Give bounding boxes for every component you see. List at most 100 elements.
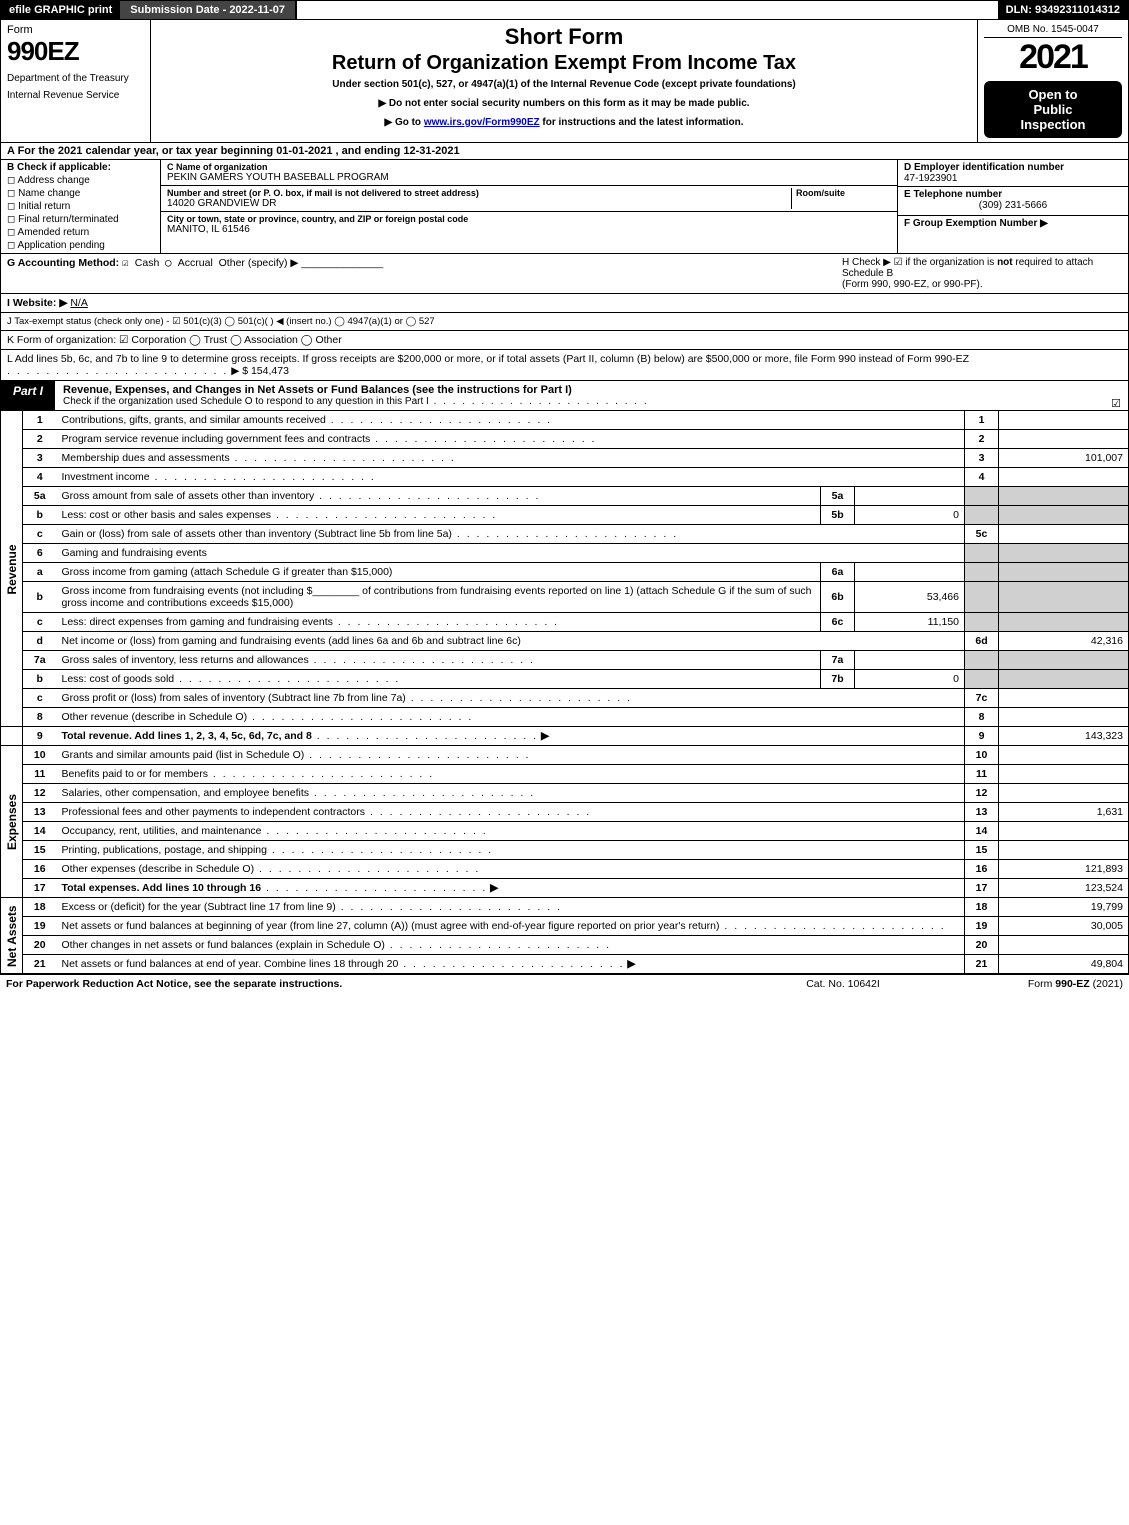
grey-cell [965, 613, 999, 632]
dots [370, 433, 596, 445]
l-value: ▶ $ 154,473 [231, 365, 289, 377]
ln-1-num: 1 [23, 411, 57, 430]
line-12: 12 Salaries, other compensation, and emp… [1, 784, 1129, 803]
ln-6b-sn: 6b [821, 582, 855, 613]
cb-initial-return[interactable]: ◻ Initial return [7, 201, 154, 212]
ln-13-num: 13 [23, 803, 57, 822]
telephone-label: E Telephone number [904, 189, 1122, 200]
dots [719, 920, 945, 932]
grey-cell [999, 613, 1129, 632]
grey-cell [999, 563, 1129, 582]
dots [304, 749, 530, 761]
ln-11-desc: Benefits paid to or for members [62, 768, 208, 780]
cb-cash[interactable]: ☑ [122, 257, 135, 269]
cb-application-pending[interactable]: ◻ Application pending [7, 240, 154, 251]
line-21: 21 Net assets or fund balances at end of… [1, 955, 1129, 974]
j-text: J Tax-exempt status (check only one) - ☑… [7, 316, 1122, 327]
ln-8-val [999, 708, 1129, 727]
cb-amended-return[interactable]: ◻ Amended return [7, 227, 154, 238]
ln-1-val [999, 411, 1129, 430]
ln-14-nn: 14 [965, 822, 999, 841]
ln-12-val [999, 784, 1129, 803]
line-6a: a Gross income from gaming (attach Sched… [1, 563, 1129, 582]
note-goto-pre: ▶ Go to [384, 117, 423, 128]
street-row: Number and street (or P. O. box, if mail… [161, 186, 897, 212]
org-name-row: C Name of organization PEKIN GAMERS YOUT… [161, 160, 897, 186]
ln-9-val: 143,323 [999, 727, 1129, 746]
ln-20-nn: 20 [965, 936, 999, 955]
ln-15-num: 15 [23, 841, 57, 860]
section-b-header: B Check if applicable: [7, 162, 154, 173]
dots [309, 654, 535, 666]
ln-11-val [999, 765, 1129, 784]
ln-2-desc: Program service revenue including govern… [62, 433, 371, 445]
part1-title: Revenue, Expenses, and Changes in Net As… [55, 381, 1104, 410]
dln-label: DLN: 93492311014312 [998, 1, 1128, 19]
ln-18-nn: 18 [965, 898, 999, 917]
ln-5c-desc: Gain or (loss) from sale of assets other… [62, 528, 452, 540]
dots [326, 414, 552, 426]
arrow-icon: ▶ [627, 958, 635, 970]
cb-address-change[interactable]: ◻ Address change [7, 175, 154, 186]
g-label: G Accounting Method: [7, 257, 119, 269]
section-a-calendar-year: A For the 2021 calendar year, or tax yea… [0, 143, 1129, 160]
return-title: Return of Organization Exempt From Incom… [157, 52, 971, 75]
line-8: 8 Other revenue (describe in Schedule O)… [1, 708, 1129, 727]
dots [385, 939, 611, 951]
row-l-gross-receipts: L Add lines 5b, 6c, and 7b to line 9 to … [0, 350, 1129, 381]
dots [247, 711, 473, 723]
ln-5c-num: c [23, 525, 57, 544]
info-grid: B Check if applicable: ◻ Address change … [0, 160, 1129, 254]
tax-year: 2021 [984, 38, 1122, 77]
grey-cell [999, 544, 1129, 563]
part1-tag: Part I [1, 381, 55, 410]
ln-10-desc: Grants and similar amounts paid (list in… [62, 749, 305, 761]
ln-19-nn: 19 [965, 917, 999, 936]
ln-6b-desc1: Gross income from fundraising events (no… [62, 585, 313, 597]
line-17: 17 Total expenses. Add lines 10 through … [1, 879, 1129, 898]
line-5b: b Less: cost or other basis and sales ex… [1, 506, 1129, 525]
ln-7c-val [999, 689, 1129, 708]
ln-2-nn: 2 [965, 430, 999, 449]
part1-table: Revenue 1 Contributions, gifts, grants, … [0, 411, 1129, 974]
ln-13-desc: Professional fees and other payments to … [62, 806, 366, 818]
ln-4-num: 4 [23, 468, 57, 487]
ln-15-nn: 15 [965, 841, 999, 860]
open-line2: Public [988, 102, 1118, 117]
ln-6d-nn: 6d [965, 632, 999, 651]
org-name-label: C Name of organization [167, 162, 891, 172]
ln-11-nn: 11 [965, 765, 999, 784]
cb-final-return[interactable]: ◻ Final return/terminated [7, 214, 154, 225]
department-line2: Internal Revenue Service [7, 90, 144, 101]
note-goto: ▶ Go to www.irs.gov/Form990EZ for instru… [157, 117, 971, 128]
ln-19-val: 30,005 [999, 917, 1129, 936]
ln-7c-desc: Gross profit or (loss) from sales of inv… [62, 692, 406, 704]
ln-6a-desc: Gross income from gaming (attach Schedul… [62, 566, 393, 578]
line-14: 14 Occupancy, rent, utilities, and maint… [1, 822, 1129, 841]
omb-number: OMB No. 1545-0047 [984, 24, 1122, 38]
cb-name-change[interactable]: ◻ Name change [7, 188, 154, 199]
part1-checkbox[interactable]: ☑ [1104, 381, 1128, 410]
dots [271, 509, 497, 521]
cb-accrual[interactable]: ◯ [165, 257, 178, 269]
part1-sub-text: Check if the organization used Schedule … [63, 396, 429, 407]
ln-9-desc: Total revenue. Add lines 1, 2, 3, 4, 5c,… [62, 730, 312, 742]
cb-application-pending-label: Application pending [18, 240, 105, 251]
dots [7, 365, 228, 377]
dots [174, 673, 400, 685]
ln-3-nn: 3 [965, 449, 999, 468]
form-header: Form 990EZ Department of the Treasury In… [0, 20, 1129, 143]
netassets-section-label: Net Assets [1, 898, 23, 974]
dots [429, 396, 649, 407]
ln-12-nn: 12 [965, 784, 999, 803]
ln-21-num: 21 [23, 955, 57, 974]
irs-link[interactable]: www.irs.gov/Form990EZ [424, 117, 540, 128]
line-3: 3 Membership dues and assessments 3 101,… [1, 449, 1129, 468]
ln-7b-desc: Less: cost of goods sold [62, 673, 175, 685]
ein-label: D Employer identification number [904, 162, 1122, 173]
ln-18-desc: Excess or (deficit) for the year (Subtra… [62, 901, 336, 913]
ln-6-num: 6 [23, 544, 57, 563]
section-d-e-f: D Employer identification number 47-1923… [898, 160, 1128, 253]
row-k-form-org: K Form of organization: ☑ Corporation ◯ … [0, 331, 1129, 350]
line-1: Revenue 1 Contributions, gifts, grants, … [1, 411, 1129, 430]
